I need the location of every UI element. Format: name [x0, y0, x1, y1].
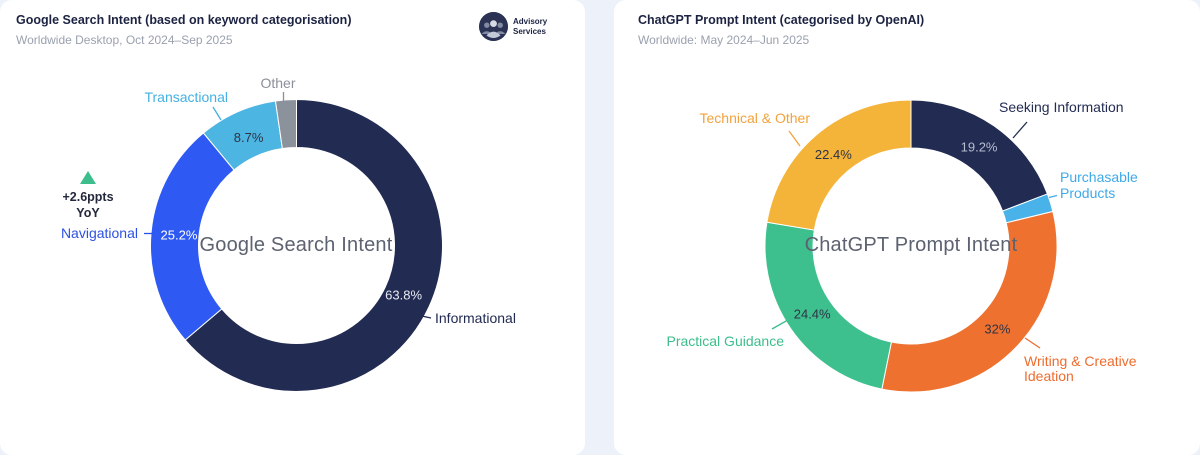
purchasable-dash-line: [1048, 194, 1058, 199]
other-slice-label: Other: [260, 75, 296, 91]
donut-slice-informational: [184, 98, 443, 392]
transactional-leader-line: [212, 106, 222, 121]
right-panel-title: ChatGPT Prompt Intent (categorised by Op…: [638, 13, 925, 27]
writing-leader-line: [1024, 337, 1041, 349]
seeking-leader-line: [1012, 121, 1028, 139]
donut-slice-other: [274, 98, 297, 150]
practical-leader-line: [771, 319, 788, 330]
chatgpt-prompt-intent-donut: 19.2% 32% 24.4% 22.4%: [764, 99, 1058, 393]
pct-label-informational: 63.8%: [385, 288, 422, 303]
right-donut-center-label: ChatGPT Prompt Intent: [804, 234, 1018, 256]
donut-slices-right: 19.2% 32% 24.4% 22.4%: [764, 99, 1058, 393]
yoy-line2: YoY: [76, 206, 100, 220]
informational-dash-line: [416, 314, 432, 319]
technical-leader-line: [788, 130, 801, 147]
transactional-slice-label: Transactional: [144, 89, 228, 105]
pct-label-technical-other: 22.4%: [815, 147, 852, 162]
seeking-information-slice-label: Seeking Information: [999, 99, 1124, 115]
donut-slice-seeking-information: [910, 99, 1049, 212]
people-circle-icon: [479, 12, 508, 41]
pct-label-seeking-information: 19.2%: [961, 140, 998, 155]
pct-label-transactional: 8.7%: [234, 130, 264, 145]
pct-label-navigational: 25.2%: [161, 228, 198, 243]
logo-line1: Advisory: [513, 17, 548, 26]
advisory-services-logo: Advisory Services: [479, 12, 547, 41]
right-panel-subtitle: Worldwide: May 2024–Jun 2025: [638, 33, 810, 47]
yoy-annotation: +2.6ppts YoY: [48, 171, 128, 221]
google-search-intent-panel: Google Search Intent (based on keyword c…: [0, 0, 585, 455]
chatgpt-prompt-intent-panel: ChatGPT Prompt Intent (categorised by Op…: [614, 0, 1200, 455]
yoy-line1: +2.6ppts: [62, 190, 114, 204]
informational-slice-label: Informational: [435, 310, 516, 326]
left-panel-subtitle: Worldwide Desktop, Oct 2024–Sep 2025: [16, 33, 233, 47]
donut-slice-technical-other: [766, 99, 912, 231]
left-donut-center-label: Google Search Intent: [199, 234, 393, 256]
pct-label-practical-guidance: 24.4%: [794, 307, 831, 322]
practical-guidance-slice-label: Practical Guidance: [666, 333, 784, 349]
purchasable-products-slice-label: Purchasable Products: [1060, 169, 1138, 201]
left-panel-title: Google Search Intent (based on keyword c…: [16, 13, 352, 27]
logo-line2: Services: [513, 26, 546, 36]
donut-slices-left: 63.8% 25.2% 8.7%: [150, 98, 443, 392]
technical-other-slice-label: Technical & Other: [699, 110, 811, 126]
logo-text: Advisory Services: [513, 17, 547, 36]
pct-label-writing-creative-ideation: 32%: [984, 322, 1010, 337]
google-search-intent-donut: 63.8% 25.2% 8.7%: [144, 92, 443, 392]
writing-creative-ideation-slice-label: Writing & Creative Ideation: [1024, 353, 1137, 384]
navigational-slice-label: Navigational: [60, 225, 138, 241]
up-triangle-icon: [80, 171, 96, 184]
donut-slice-writing-creative-ideation: [881, 210, 1058, 393]
